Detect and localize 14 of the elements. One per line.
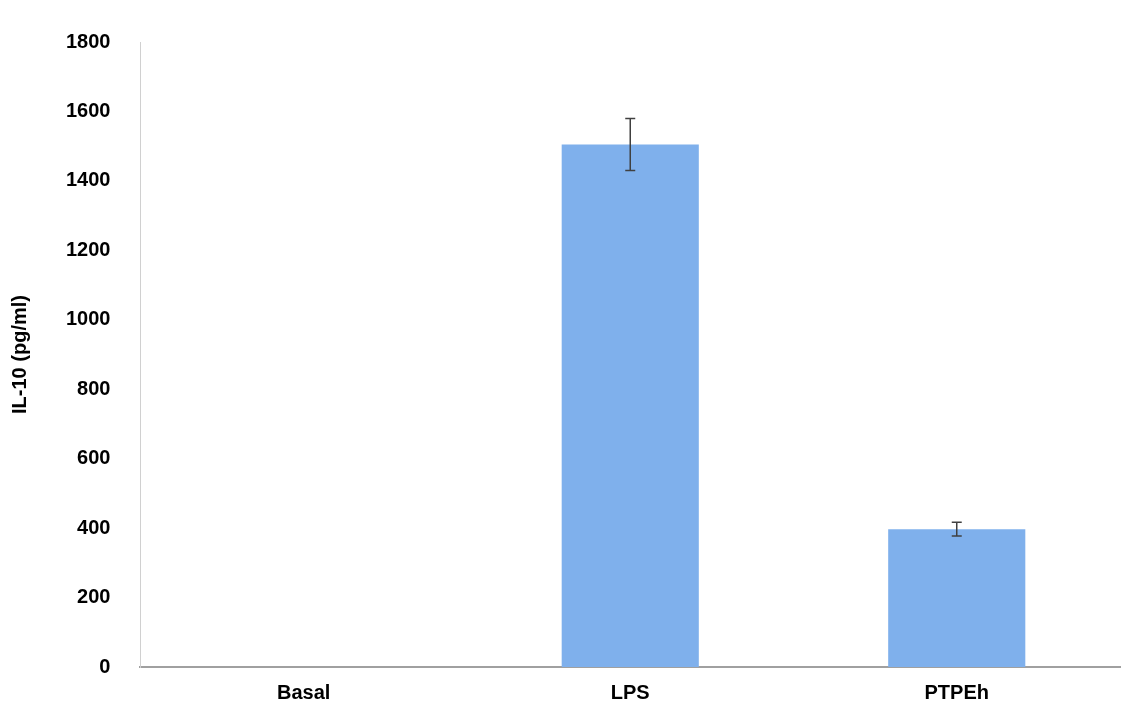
y-tick-label: 200 <box>77 585 111 608</box>
y-tick-label: 0 <box>99 654 111 677</box>
y-tick-label: 1200 <box>65 237 111 260</box>
x-tick-label: Basal <box>277 680 331 703</box>
y-tick-label: 1600 <box>65 98 111 121</box>
y-tick-label: 1400 <box>65 168 111 191</box>
y-tick-label: 1800 <box>65 29 111 52</box>
x-tick-label: PTPEh <box>924 680 989 703</box>
x-tick-label: LPS <box>610 680 650 703</box>
y-tick-label: 1000 <box>65 307 111 330</box>
y-tick-label: 600 <box>77 446 111 469</box>
y-tick-label: 800 <box>77 376 111 399</box>
y-tick-label: 400 <box>77 515 111 538</box>
y-axis-title: IL-10 (pg/ml) <box>7 295 30 414</box>
